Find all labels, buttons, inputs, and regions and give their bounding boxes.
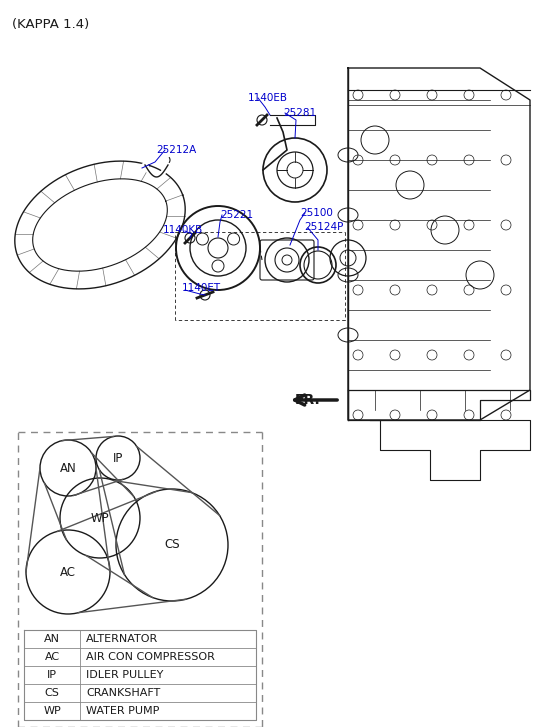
Text: WP: WP bbox=[43, 706, 61, 716]
Text: 25124P: 25124P bbox=[304, 222, 343, 232]
Text: 25212A: 25212A bbox=[156, 145, 196, 155]
Text: WP: WP bbox=[91, 512, 109, 524]
Text: 25221: 25221 bbox=[220, 210, 253, 220]
Text: WATER PUMP: WATER PUMP bbox=[86, 706, 160, 716]
Text: (KAPPA 1.4): (KAPPA 1.4) bbox=[12, 18, 89, 31]
Text: IP: IP bbox=[113, 451, 123, 465]
Text: 25100: 25100 bbox=[300, 208, 333, 218]
Text: AC: AC bbox=[45, 652, 60, 662]
Text: 1140EB: 1140EB bbox=[248, 93, 288, 103]
Text: 1140KB: 1140KB bbox=[163, 225, 203, 235]
Text: CRANKSHAFT: CRANKSHAFT bbox=[86, 688, 160, 698]
Text: ALTERNATOR: ALTERNATOR bbox=[86, 634, 158, 644]
Text: IP: IP bbox=[47, 670, 57, 680]
Text: 25281: 25281 bbox=[283, 108, 316, 118]
Text: AIR CON COMPRESSOR: AIR CON COMPRESSOR bbox=[86, 652, 215, 662]
Text: CS: CS bbox=[45, 688, 59, 698]
Text: AN: AN bbox=[44, 634, 60, 644]
Text: 1140ET: 1140ET bbox=[182, 283, 221, 293]
Text: AC: AC bbox=[60, 566, 76, 579]
Text: IDLER PULLEY: IDLER PULLEY bbox=[86, 670, 163, 680]
Text: CS: CS bbox=[164, 539, 180, 552]
Text: FR.: FR. bbox=[295, 393, 321, 407]
Text: AN: AN bbox=[60, 462, 77, 475]
